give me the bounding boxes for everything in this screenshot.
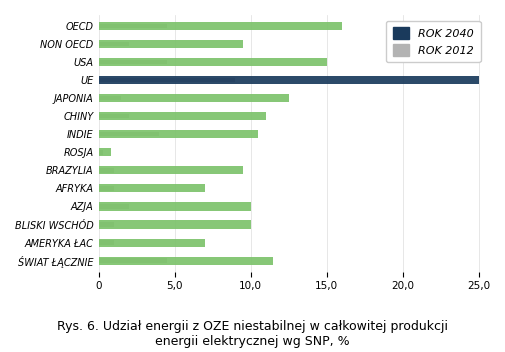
Bar: [98, 150, 103, 155]
Bar: [98, 42, 129, 46]
Bar: [98, 40, 243, 48]
Bar: [98, 168, 114, 172]
Bar: [98, 78, 235, 82]
Bar: [98, 148, 111, 156]
Bar: [98, 24, 167, 28]
Bar: [98, 220, 250, 228]
Bar: [98, 94, 288, 102]
Bar: [98, 204, 129, 209]
Bar: [98, 112, 266, 120]
Bar: [98, 202, 250, 210]
Bar: [98, 130, 258, 138]
Bar: [98, 58, 327, 66]
Bar: [98, 96, 121, 100]
Bar: [98, 132, 160, 137]
Legend: ROK 2040, ROK 2012: ROK 2040, ROK 2012: [386, 20, 481, 62]
Text: Rys. 6. Udział energii z OZE niestabilnej w całkowitej produkcji
energii elektry: Rys. 6. Udział energii z OZE niestabilne…: [57, 320, 448, 348]
Bar: [98, 184, 205, 193]
Bar: [98, 240, 114, 245]
Bar: [98, 166, 243, 175]
Bar: [98, 114, 129, 118]
Bar: [98, 22, 342, 30]
Bar: [98, 186, 114, 191]
Bar: [98, 257, 273, 265]
Bar: [98, 76, 479, 84]
Bar: [98, 239, 205, 247]
Bar: [98, 258, 167, 263]
Bar: [98, 222, 114, 227]
Bar: [98, 60, 167, 64]
